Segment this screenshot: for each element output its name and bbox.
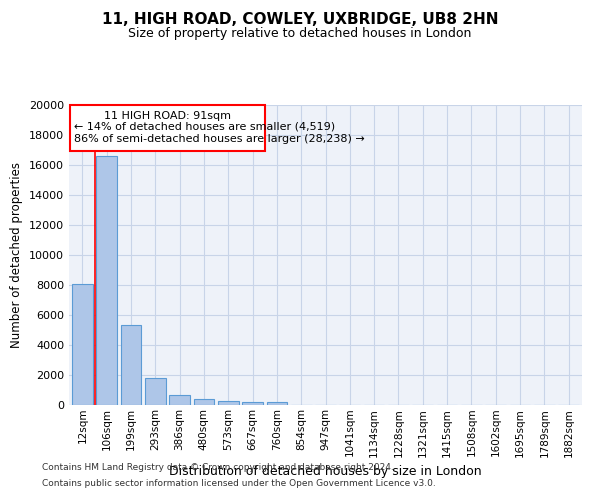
Text: ← 14% of detached houses are smaller (4,519): ← 14% of detached houses are smaller (4,…	[74, 122, 335, 132]
Bar	[97, 156, 117, 405]
Bar	[242, 402, 263, 405]
Bar	[218, 401, 239, 405]
FancyBboxPatch shape	[70, 105, 265, 152]
Y-axis label: Number of detached properties: Number of detached properties	[10, 162, 23, 348]
Text: 11 HIGH ROAD: 91sqm: 11 HIGH ROAD: 91sqm	[104, 111, 231, 121]
Text: 86% of semi-detached houses are larger (28,238) →: 86% of semi-detached houses are larger (…	[74, 134, 365, 143]
Bar	[194, 400, 214, 405]
Text: Contains public sector information licensed under the Open Government Licence v3: Contains public sector information licen…	[42, 478, 436, 488]
Bar	[266, 402, 287, 405]
Text: Contains HM Land Registry data © Crown copyright and database right 2024.: Contains HM Land Registry data © Crown c…	[42, 464, 394, 472]
Bar	[169, 394, 190, 405]
Text: Size of property relative to detached houses in London: Size of property relative to detached ho…	[128, 28, 472, 40]
Bar	[121, 325, 142, 405]
Bar	[72, 284, 93, 405]
X-axis label: Distribution of detached houses by size in London: Distribution of detached houses by size …	[169, 465, 482, 478]
Text: 11, HIGH ROAD, COWLEY, UXBRIDGE, UB8 2HN: 11, HIGH ROAD, COWLEY, UXBRIDGE, UB8 2HN	[102, 12, 498, 28]
Bar	[145, 378, 166, 405]
